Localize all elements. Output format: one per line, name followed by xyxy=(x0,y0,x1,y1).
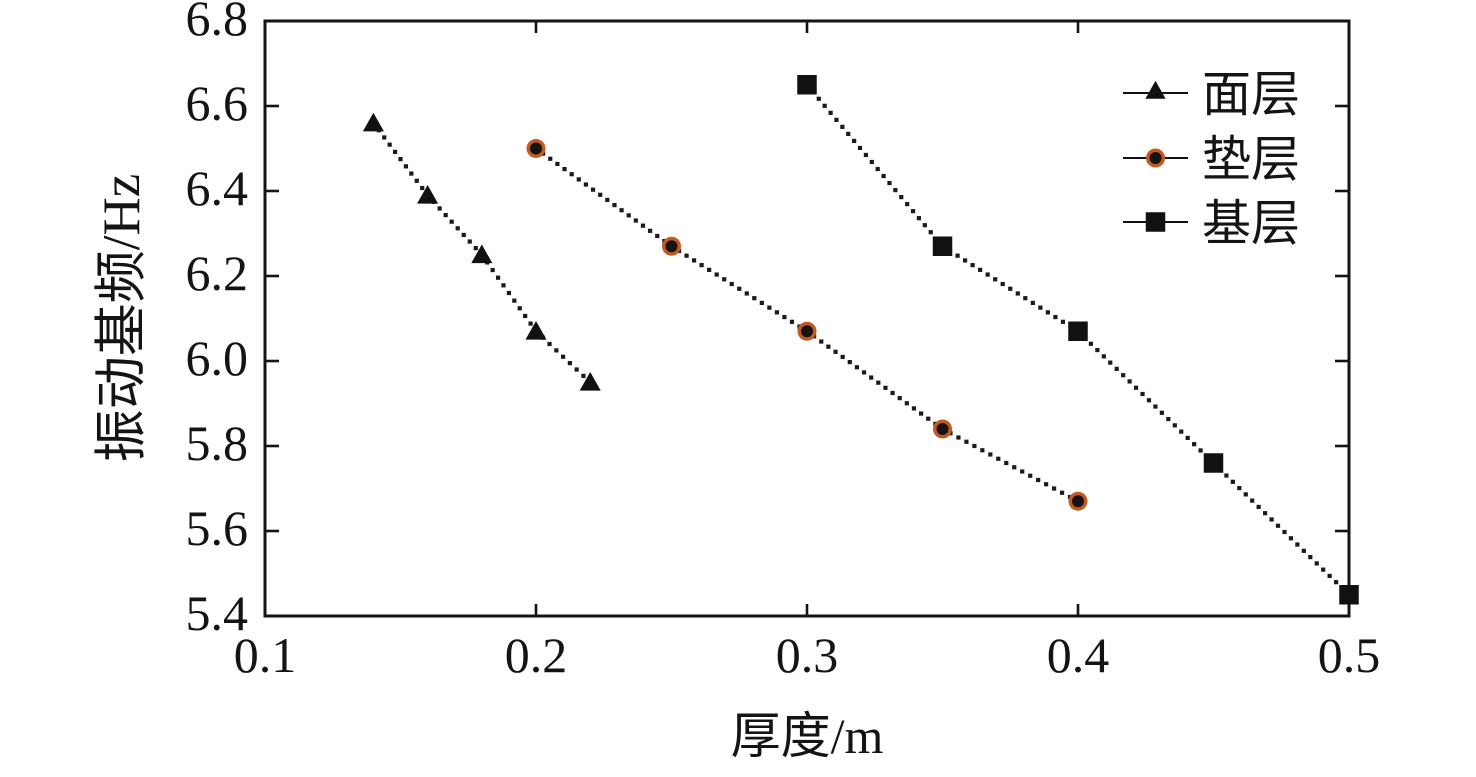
svg-text:振动基频/Hz: 振动基频/Hz xyxy=(93,174,151,463)
svg-text:0.4: 0.4 xyxy=(1047,627,1110,683)
svg-text:6.8: 6.8 xyxy=(186,0,249,46)
svg-text:5.8: 5.8 xyxy=(186,415,249,471)
svg-text:0.2: 0.2 xyxy=(505,627,568,683)
svg-text:6.4: 6.4 xyxy=(186,160,249,216)
svg-text:6.2: 6.2 xyxy=(186,245,249,301)
svg-text:基层: 基层 xyxy=(1202,196,1300,251)
svg-text:5.4: 5.4 xyxy=(186,585,249,641)
svg-text:0.3: 0.3 xyxy=(776,627,839,683)
svg-text:垫层: 垫层 xyxy=(1202,132,1300,187)
svg-text:面层: 面层 xyxy=(1202,67,1300,122)
svg-text:6.0: 6.0 xyxy=(186,330,249,386)
svg-text:5.6: 5.6 xyxy=(186,500,249,556)
svg-text:6.6: 6.6 xyxy=(186,75,249,131)
svg-text:厚度/m: 厚度/m xyxy=(731,708,884,764)
svg-text:0.5: 0.5 xyxy=(1318,627,1381,683)
